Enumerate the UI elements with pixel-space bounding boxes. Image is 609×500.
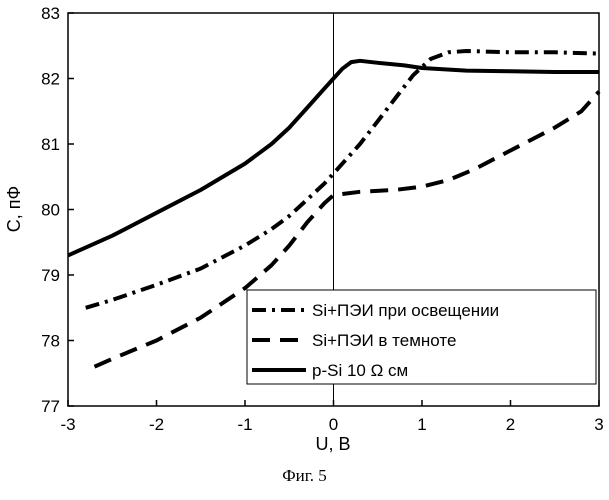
y-tick-label: 82 [41, 70, 60, 89]
figure-caption: Фиг. 5 [0, 466, 609, 486]
y-tick-label: 80 [41, 201, 60, 220]
legend-label-dark: Si+ПЭИ в темноте [312, 331, 456, 350]
x-tick-label: 2 [506, 415, 515, 434]
legend: Si+ПЭИ при освещении Si+ПЭИ в темноте p-… [247, 290, 596, 384]
y-tick-label: 83 [41, 4, 60, 23]
x-tick-label: 3 [594, 415, 603, 434]
series-line-dash-dot [86, 51, 599, 308]
y-tick-label: 79 [41, 266, 60, 285]
x-tick-label: -1 [237, 415, 252, 434]
y-tick-label: 81 [41, 135, 60, 154]
legend-label-p-si: p-Si 10 Ω см [312, 361, 408, 380]
x-tick-label: -3 [60, 415, 75, 434]
y-tick-label: 78 [41, 332, 60, 351]
legend-label-illuminated: Si+ПЭИ при освещении [312, 301, 499, 320]
x-tick-label: -2 [149, 415, 164, 434]
y-tick-label: 77 [41, 397, 60, 416]
x-axis-title: U, B [315, 434, 350, 454]
x-tick-label: 1 [417, 415, 426, 434]
x-tick-label: 0 [329, 415, 338, 434]
y-axis-title: C, пФ [4, 186, 24, 232]
